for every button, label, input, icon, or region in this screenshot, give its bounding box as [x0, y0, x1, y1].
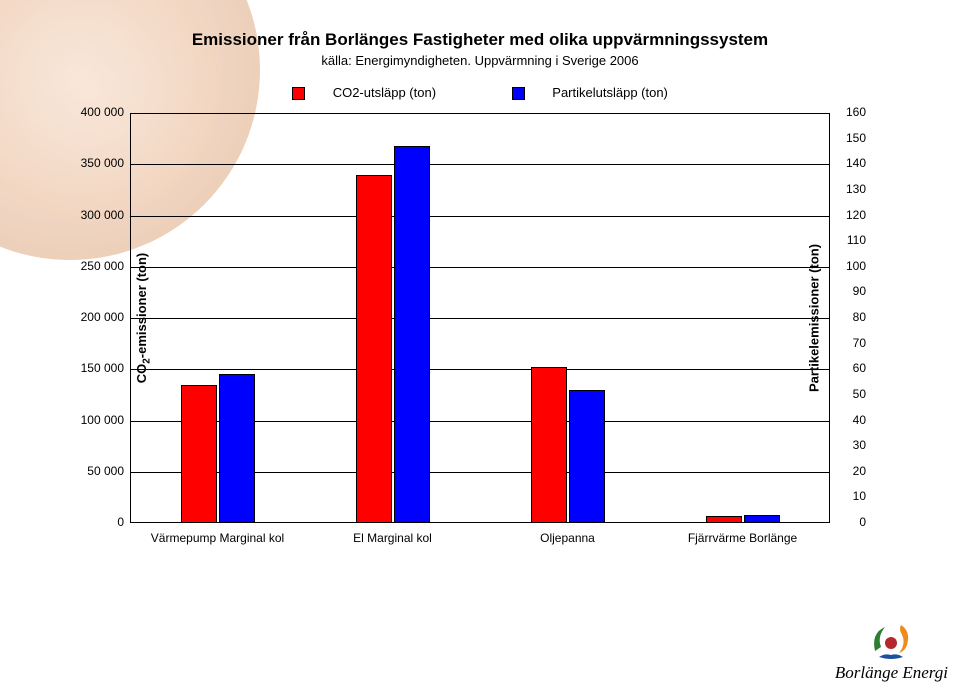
company-logo: Borlänge Energi: [835, 613, 948, 683]
y-right-tick: 160: [830, 105, 866, 119]
gridline: [130, 216, 830, 217]
bar-left-2: [531, 367, 567, 523]
gridline: [130, 113, 830, 114]
legend-item-particles: Partikelutsläpp (ton): [494, 85, 686, 100]
bar-right-0: [219, 374, 255, 523]
y-left-tick: 400 000: [64, 105, 130, 119]
y-right-tick: 120: [830, 208, 866, 222]
y-right-tick: 130: [830, 182, 866, 196]
y-left-tick: 250 000: [64, 259, 130, 273]
y-right-tick: 30: [830, 438, 866, 452]
legend-label-particles: Partikelutsläpp (ton): [552, 85, 668, 100]
y-left-tick: 50 000: [64, 464, 130, 478]
x-category-label: El Marginal kol: [308, 523, 477, 545]
x-category-label: Fjärrvärme Borlänge: [658, 523, 827, 545]
y-right-tick: 20: [830, 464, 866, 478]
y-right-tick: 70: [830, 336, 866, 350]
chart-container: CO2-utsläpp (ton) Partikelutsläpp (ton) …: [60, 85, 900, 585]
gridline: [130, 369, 830, 370]
y-left-tick: 100 000: [64, 413, 130, 427]
y-right-tick: 0: [830, 515, 866, 529]
y-right-tick: 110: [830, 233, 866, 247]
y-right-tick: 60: [830, 361, 866, 375]
y-right-tick: 140: [830, 156, 866, 170]
gridline: [130, 164, 830, 165]
y-left-tick: 150 000: [64, 361, 130, 375]
gridline: [130, 318, 830, 319]
legend-swatch-co2: [292, 87, 305, 100]
y-right-tick: 10: [830, 489, 866, 503]
bar-right-1: [394, 146, 430, 523]
y-right-tick: 40: [830, 413, 866, 427]
y-left-tick: 0: [64, 515, 130, 529]
y-right-tick: 100: [830, 259, 866, 273]
legend-label-co2: CO2-utsläpp (ton): [333, 85, 436, 100]
x-category-label: Värmepump Marginal kol: [133, 523, 302, 545]
gridline: [130, 267, 830, 268]
y-left-tick: 200 000: [64, 310, 130, 324]
bar-left-1: [356, 175, 392, 524]
bar-left-3: [706, 516, 742, 523]
y-right-tick: 80: [830, 310, 866, 324]
chart-plot-area: CO2-emissioner (ton) Partikelemissioner …: [130, 113, 830, 523]
legend-item-co2: CO2-utsläpp (ton): [274, 85, 458, 100]
bar-right-3: [744, 515, 780, 523]
x-category-label: Oljepanna: [483, 523, 652, 545]
chart-title: Emissioner från Borlänges Fastigheter me…: [0, 30, 960, 50]
logo-glyph: [855, 613, 927, 661]
chart-subtitle: källa: Energimyndigheten. Uppvärmning i …: [0, 53, 960, 68]
y-right-tick: 150: [830, 131, 866, 145]
y-left-tick: 300 000: [64, 208, 130, 222]
logo-caption: Borlänge Energi: [835, 661, 948, 683]
bar-right-2: [569, 390, 605, 523]
y-right-tick: 90: [830, 284, 866, 298]
y-right-tick: 50: [830, 387, 866, 401]
chart-legend: CO2-utsläpp (ton) Partikelutsläpp (ton): [60, 85, 900, 100]
bar-left-0: [181, 385, 217, 523]
legend-swatch-particles: [512, 87, 525, 100]
y-left-tick: 350 000: [64, 156, 130, 170]
